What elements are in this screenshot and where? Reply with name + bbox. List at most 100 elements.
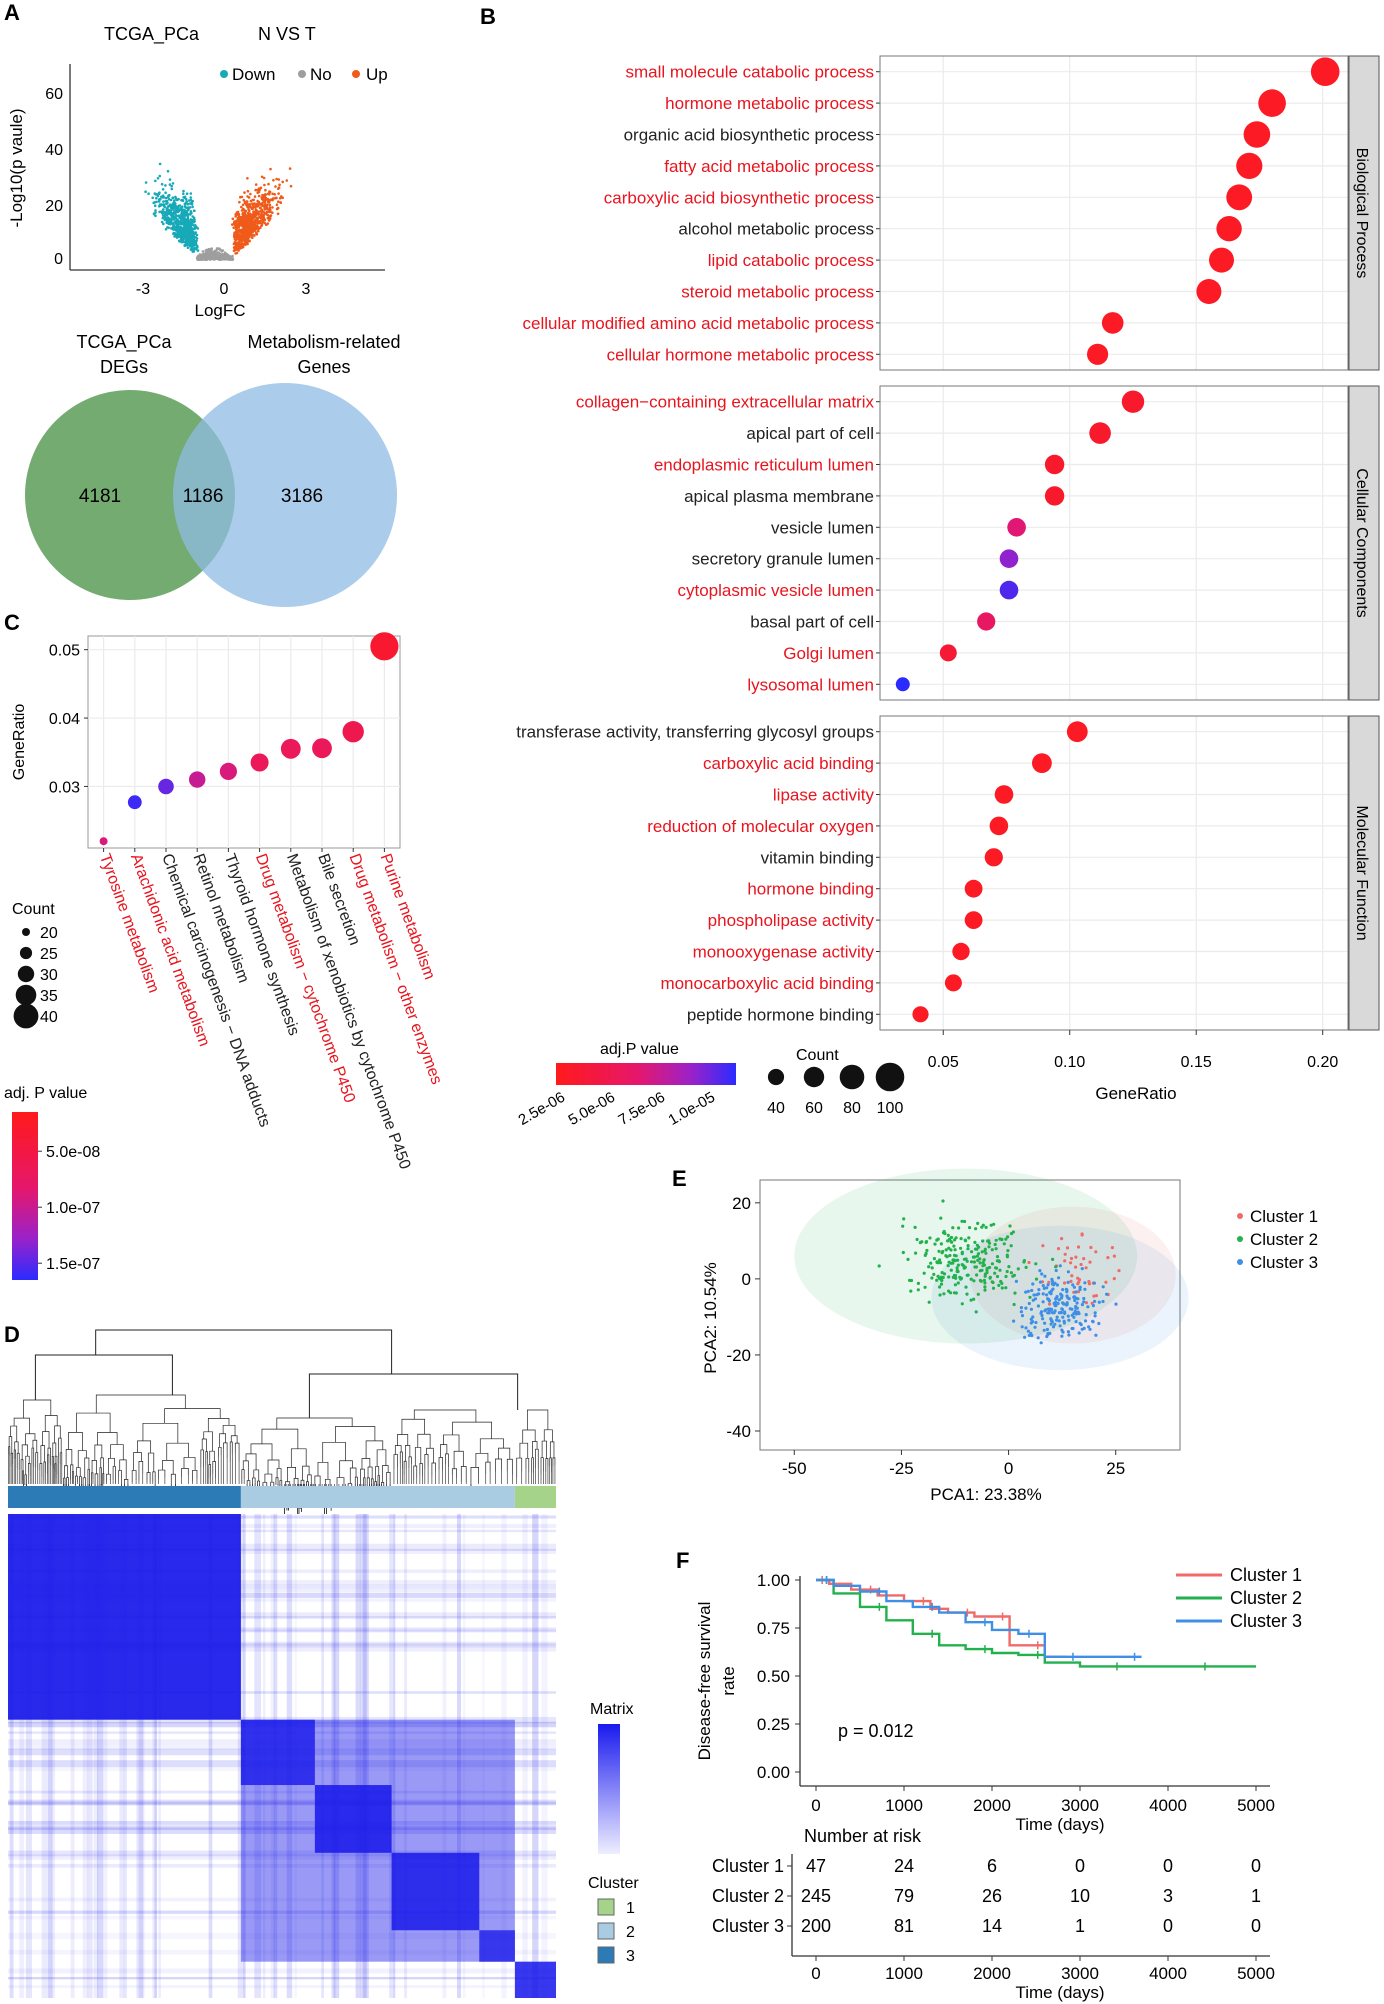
pca-point [1061, 1315, 1065, 1319]
down-point [186, 208, 190, 211]
size-legend-label: 35 [40, 988, 58, 1005]
down-point [181, 205, 184, 208]
heatmap-stripe [48, 1514, 56, 1998]
up-point [254, 225, 258, 229]
pca-point [1014, 1279, 1019, 1283]
up-point [252, 221, 255, 224]
up-point [262, 176, 266, 180]
heatmap-stripe [8, 1748, 556, 1756]
heatmap-stripe [8, 1716, 556, 1724]
up-point [258, 203, 262, 206]
risk-cell: 0 [1075, 1856, 1085, 1876]
down-point [173, 235, 176, 238]
pca-points [877, 1199, 1121, 1345]
dendro-branch [212, 1461, 216, 1479]
size-legend-label: 25 [40, 946, 58, 963]
up-point [246, 202, 249, 206]
cluster-legend-swatch-1 [597, 1898, 615, 1916]
down-point [171, 196, 175, 200]
pca-point [1045, 1327, 1049, 1332]
km-x-tick-label: 4000 [1149, 1796, 1187, 1815]
dendro-branch [218, 1446, 222, 1458]
down-point [160, 220, 164, 224]
down-point [195, 239, 198, 243]
down-point [193, 209, 196, 213]
pca-point [1026, 1329, 1030, 1333]
up-point [237, 249, 240, 252]
pca-point [938, 1261, 943, 1265]
cluster-bar-segment [240, 1486, 515, 1508]
dendro-branch [47, 1447, 51, 1466]
pca-point [975, 1247, 979, 1251]
pca-point [966, 1244, 970, 1248]
go-term-label: phospholipase activity [708, 911, 875, 930]
pca-point [1036, 1304, 1040, 1308]
pca-point [1042, 1286, 1046, 1290]
down-point [177, 214, 181, 217]
pca-point [1031, 1282, 1035, 1286]
pca-point [949, 1248, 953, 1252]
kegg-dot [127, 795, 142, 810]
up-point [247, 231, 251, 234]
dendro-branch [138, 1461, 144, 1482]
km-y-tick-label: 0.50 [757, 1667, 790, 1686]
go-term-label: hormone metabolic process [665, 94, 874, 113]
up-point [288, 167, 292, 170]
heatmap-stripe [87, 1514, 93, 1998]
heatmap-stripe [119, 1514, 124, 1998]
heatmap-stripe [8, 1801, 556, 1805]
down-point [153, 204, 157, 207]
dendro-branch [91, 1472, 94, 1491]
pca-point [1084, 1301, 1088, 1305]
down-point [176, 218, 179, 221]
up-point [255, 233, 259, 236]
dendro-branch [264, 1473, 273, 1483]
dendro-branch [205, 1451, 208, 1466]
dendro-branch [58, 1437, 62, 1458]
down-point [191, 205, 194, 209]
pca-point [1037, 1292, 1041, 1296]
pca-point [969, 1298, 973, 1302]
pca-point [925, 1248, 929, 1253]
pca-point [1038, 1280, 1043, 1284]
go-term-label: cytoplasmic vesicle lumen [677, 581, 874, 600]
pca-point [1066, 1330, 1070, 1334]
pca-point [1069, 1261, 1073, 1265]
pca-ellipse [794, 1168, 1138, 1344]
pca-point [1043, 1321, 1047, 1325]
down-point [164, 191, 167, 194]
kegg-y-tick-label: 0.04 [49, 711, 80, 728]
up-point [264, 211, 268, 215]
down-point [184, 243, 188, 247]
down-point [189, 192, 193, 195]
size-legend-label: 30 [40, 967, 58, 984]
pca-point [918, 1241, 923, 1245]
go-term-label: monooxygenase activity [693, 943, 875, 962]
up-point [246, 211, 250, 215]
dendro-branch [222, 1424, 236, 1436]
pca-point [952, 1244, 956, 1248]
pca-point [947, 1275, 951, 1279]
pca-point [1047, 1311, 1051, 1315]
heatmap-stripe [136, 1514, 144, 1998]
down-point [156, 194, 160, 198]
risk-x-tick-label: 4000 [1149, 1964, 1187, 1983]
go-color-tick-label: 5.0e-06 [565, 1089, 618, 1129]
down-point [187, 226, 190, 229]
pca-point [1097, 1321, 1101, 1326]
up-point [242, 224, 246, 227]
pca-legend-label-1: Cluster 1 [1250, 1207, 1318, 1226]
pca-point [995, 1274, 1000, 1279]
risk-cell: 0 [1251, 1856, 1261, 1876]
heatmap-stripe [8, 1529, 556, 1533]
km-x-tick-label: 2000 [973, 1796, 1011, 1815]
pca-point [1022, 1259, 1026, 1263]
heatmap-stripe [70, 1514, 75, 1998]
heatmap-stripe [19, 1514, 24, 1998]
pca-point [997, 1283, 1001, 1287]
dendro-branch [230, 1435, 238, 1444]
pca-point [1005, 1269, 1009, 1274]
pca-point [975, 1273, 979, 1277]
pca-point [1044, 1308, 1048, 1312]
heatmap-stripe [123, 1514, 127, 1998]
